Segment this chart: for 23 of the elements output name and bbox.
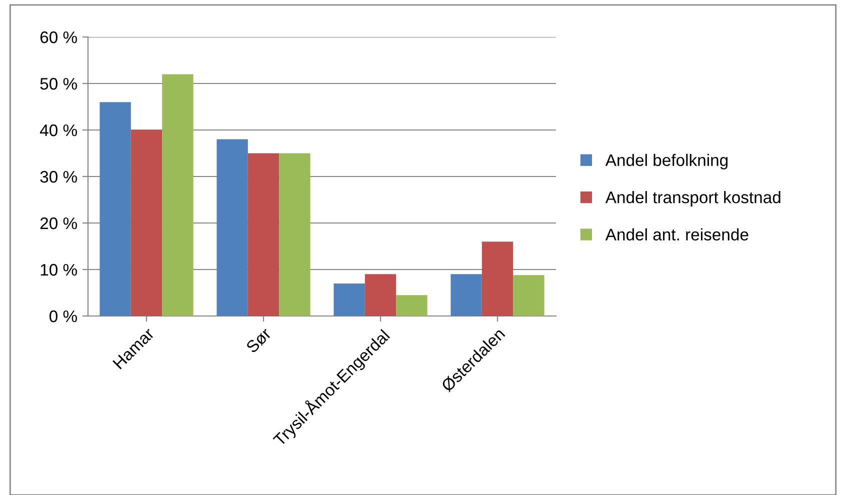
legend-label: Andel befolkning xyxy=(605,154,728,170)
bar xyxy=(396,295,428,316)
bar xyxy=(100,102,131,316)
y-tick-label: 50 % xyxy=(40,78,77,90)
bar xyxy=(334,283,365,316)
bar xyxy=(216,139,248,316)
bar xyxy=(279,153,310,316)
bar xyxy=(513,275,544,316)
y-tick-label: 60 % xyxy=(40,31,77,44)
bar xyxy=(130,130,162,316)
y-tick-label: 40 % xyxy=(40,124,77,136)
x-tick-label: Sør xyxy=(245,326,272,354)
bar xyxy=(450,274,482,316)
legend-label: Andel transport kostnad xyxy=(605,191,780,207)
bar xyxy=(248,153,280,316)
y-tick-label: 20 % xyxy=(40,217,77,230)
legend-label: Andel ant. reisende xyxy=(605,228,748,240)
bar xyxy=(162,74,194,316)
y-tick-label: 0 % xyxy=(50,310,77,322)
bar xyxy=(364,274,396,316)
y-tick-label: 30 % xyxy=(40,170,77,183)
y-tick-label: 10 % xyxy=(40,264,77,276)
bar xyxy=(482,242,514,316)
